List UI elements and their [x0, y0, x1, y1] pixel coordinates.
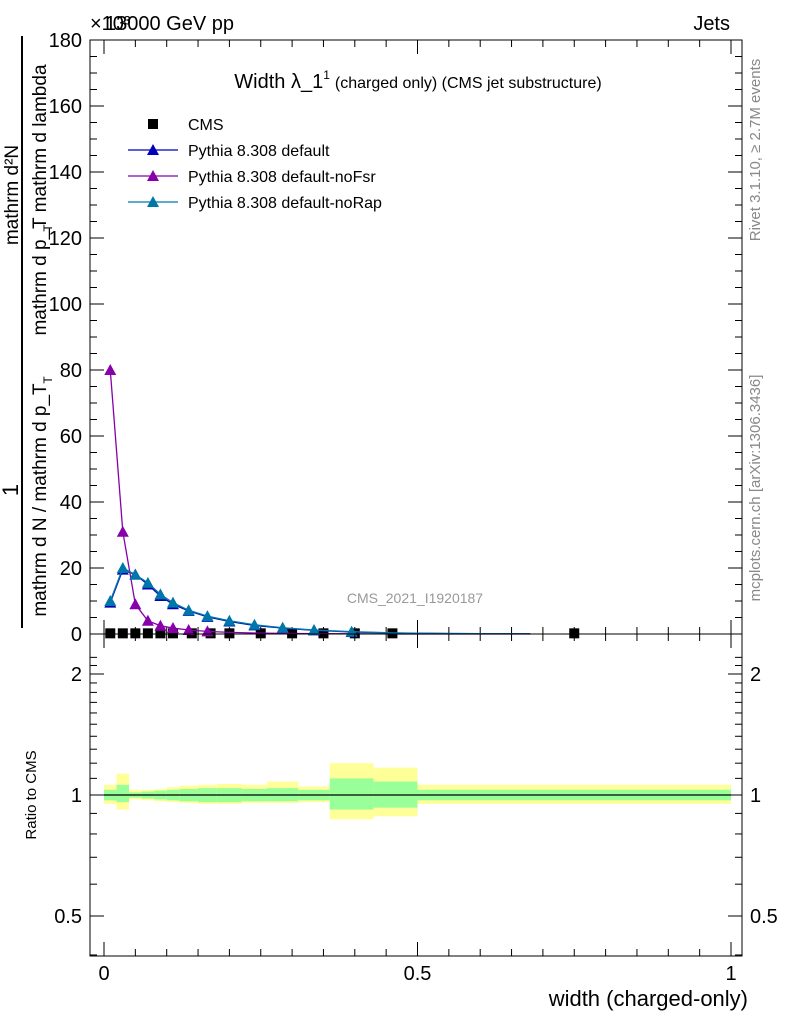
series-point: [116, 525, 129, 537]
y-tick-label: 140: [49, 162, 82, 184]
series-point: [154, 588, 167, 600]
cms-point: [155, 628, 166, 639]
legend-label: CMS: [188, 117, 224, 134]
ratio-band-inner: [116, 784, 130, 803]
title-rest: (charged only) (CMS jet substructure): [335, 75, 602, 92]
energy-label: 13000 GeV pp: [105, 13, 234, 35]
legend-marker-cms: [148, 119, 158, 129]
ratio-y-label: Ratio to CMS: [23, 750, 40, 839]
jets-label: Jets: [693, 13, 730, 35]
series-3: [104, 562, 531, 637]
legend-marker: [147, 196, 159, 207]
ratio-ticks: 0.5 0.5 1 1 2 2 0 0.5 1: [54, 634, 778, 985]
ratio-y-tick-label-right: 2: [750, 664, 761, 686]
series-point: [308, 624, 321, 636]
ylabel-num-sub: T: [41, 224, 55, 232]
y-tick-label: 100: [49, 294, 82, 316]
series-point: [276, 621, 289, 633]
mcplots-label: mcplots.cern.ch [arXiv:1306.3436]: [747, 375, 764, 602]
cms-point: [142, 628, 153, 639]
legend-marker: [147, 144, 159, 155]
ratio-y-tick-label: 0.5: [54, 906, 82, 928]
chart-title: Width λ_11 (charged only) (CMS jet substr…: [234, 68, 601, 93]
legend-label: Pythia 8.308 default-noRap: [188, 195, 382, 212]
series-point: [166, 622, 179, 634]
series-point: [141, 614, 154, 626]
series-line: [109, 567, 531, 635]
ratio-y-tick-label-right: 1: [750, 785, 761, 807]
ratio-y-tick-label: 2: [71, 664, 82, 686]
ratio-bands: [104, 763, 731, 820]
series-point: [182, 604, 195, 616]
series-point: [166, 596, 179, 608]
series-point: [129, 568, 142, 580]
cms-point: [569, 628, 580, 639]
y-tick-label: 0: [71, 624, 82, 646]
rivet-label: Rivet 3.1.10, ≥ 2.7M events: [747, 59, 764, 242]
y-tick-label: 60: [60, 426, 82, 448]
title-main: Width λ_1: [234, 71, 323, 93]
main-y-label: 1 mathrm d N / mathrm d p_T T mathrm d²N…: [0, 36, 55, 628]
series-point: [182, 624, 195, 636]
cms-point: [117, 628, 128, 639]
analysis-watermark: CMS_2021_I1920187: [347, 590, 483, 606]
cms-point: [130, 628, 141, 639]
y-tick-label: 160: [49, 96, 82, 118]
x-axis-label: width (charged-only): [548, 986, 748, 1011]
x-tick-label: 0.5: [404, 963, 432, 985]
y-tick-label: 180: [49, 30, 82, 52]
series-point: [154, 619, 167, 631]
series-point: [104, 364, 117, 375]
legend-marker: [147, 170, 159, 181]
series-point: [129, 598, 142, 610]
ratio-y-tick-label: 1: [71, 785, 82, 807]
legend-label: Pythia 8.308 default-noFsr: [188, 169, 376, 186]
y-tick-label: 80: [60, 360, 82, 382]
y-tick-label: 40: [60, 492, 82, 514]
ylabel-den-sub: T: [41, 376, 55, 384]
ratio-y-tick-label-right: 0.5: [750, 906, 778, 928]
cms-point: [167, 628, 178, 639]
series-point: [248, 618, 261, 630]
cms-point: [105, 628, 116, 639]
main-y-ticks: 0 20 40 60 80 100 120 140 160 180: [49, 30, 742, 646]
main-panel: 0 20 40 60 80 100 120 140 160 180: [49, 30, 743, 646]
ylabel-numerator: mathrm d²N: [2, 145, 23, 245]
ratio-band-inner: [329, 778, 374, 810]
series-point: [141, 576, 154, 588]
series-point: [223, 614, 236, 626]
legend-label: Pythia 8.308 default: [188, 143, 330, 160]
series-point: [201, 610, 214, 622]
ratio-panel: 0.5 0.5 1 1 2 2 0 0.5 1: [54, 633, 778, 985]
exponent-label: ×10³: [90, 13, 131, 35]
x-tick-label: 0: [98, 963, 109, 985]
y-tick-label: 20: [60, 558, 82, 580]
ylabel-one: 1: [0, 484, 23, 496]
title-sup: 1: [323, 68, 330, 82]
series-point: [104, 595, 117, 606]
x-tick-label: 1: [725, 963, 736, 985]
ylabel-denominator: mathrm d N / mathrm d p_T: [30, 383, 51, 617]
series-point: [116, 562, 129, 573]
legend: CMS Pythia 8.308 default Pythia 8.308 defa…: [128, 117, 382, 212]
y-tick-label: 120: [49, 228, 82, 250]
cms-point: [224, 628, 235, 639]
ylabel-numerator-tail: mathrm d p_T mathrm d lambda: [30, 64, 51, 335]
main-series: [104, 364, 580, 639]
